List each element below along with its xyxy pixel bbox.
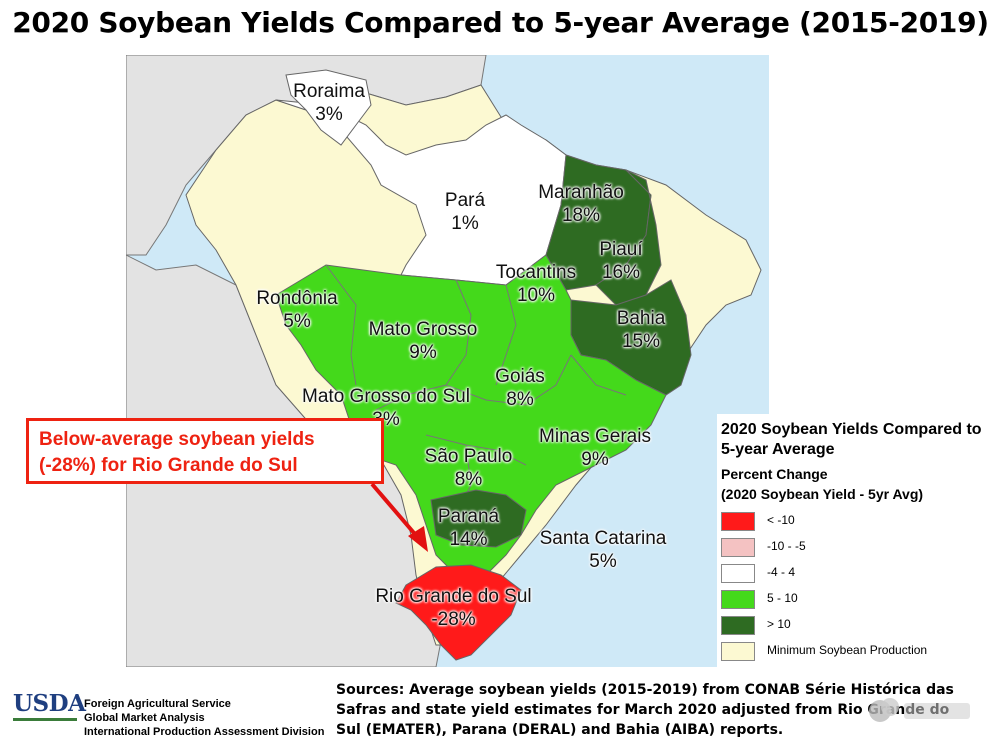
usda-logo: USDA <box>13 690 86 717</box>
legend-subtitle: Percent Change (2020 Soybean Yield - 5yr… <box>721 464 923 504</box>
legend-label: > 10 <box>767 617 791 631</box>
brazil-map <box>126 55 762 667</box>
legend-subtitle-line2: (2020 Soybean Yield - 5yr Avg) <box>721 486 924 502</box>
legend-swatch <box>721 642 755 661</box>
label-roraima: Roraima 3% <box>293 81 365 125</box>
callout-text: Below-average soybean yields (-28%) for … <box>39 429 315 476</box>
legend-label: -4 - 4 <box>767 565 796 579</box>
label-maranhao: Maranhão 18% <box>538 182 624 226</box>
agency-line: Global Market Analysis <box>84 712 205 724</box>
legend-label: -10 - -5 <box>767 539 806 553</box>
label-minas-gerais: Minas Gerais 9% <box>539 426 651 470</box>
state-rio-grande-do-sul <box>395 564 522 661</box>
legend-subtitle-line1: Percent Change <box>721 466 828 482</box>
state-parana <box>430 489 527 548</box>
legend-label: Minimum Soybean Production <box>767 643 928 657</box>
agency-line: Foreign Agricultural Service <box>84 698 231 710</box>
callout-box: Below-average soybean yields (-28%) for … <box>26 418 384 484</box>
label-para: Pará 1% <box>444 190 486 234</box>
map-title: 2020 Soybean Yields Compared to 5-year A… <box>12 6 989 39</box>
legend-swatch <box>721 616 755 635</box>
label-sao-paulo: São Paulo 8% <box>424 446 513 490</box>
sources-text: Sources: Average soybean yields (2015-20… <box>336 682 954 738</box>
legend-title: 2020 Soybean Yields Compared to 5-year A… <box>721 421 982 458</box>
state-roraima <box>285 69 372 146</box>
legend-swatch <box>721 564 755 583</box>
label-parana: Paraná 14% <box>437 506 500 550</box>
legend-label: < -10 <box>767 513 795 527</box>
label-rio-grande-do-sul: Rio Grande do Sul -28% <box>375 586 532 630</box>
label-goias: Goiás 8% <box>495 366 545 410</box>
label-rondonia: Rondônia 5% <box>256 288 338 332</box>
legend-swatch <box>721 538 755 557</box>
label-bahia: Bahia 15% <box>616 308 666 352</box>
label-mato-grosso: Mato Grosso 9% <box>368 319 478 363</box>
legend-swatch <box>721 512 755 531</box>
agency-lines: Foreign Agricultural Service Global Mark… <box>84 697 324 739</box>
label-santa-catarina: Santa Catarina 5% <box>539 528 667 572</box>
watermark-logo <box>869 698 970 722</box>
legend: 2020 Soybean Yields Compared to 5-year A… <box>717 414 997 668</box>
label-piaui: Piauí 16% <box>599 239 643 283</box>
legend-label: 5 - 10 <box>767 591 798 605</box>
map-panel: Roraima 3% Pará 1% Maranhão 18% Piauí 16% To… <box>126 55 769 667</box>
legend-swatch <box>721 590 755 609</box>
label-tocantins: Tocantins 10% <box>495 262 577 306</box>
agency-line: International Production Assessment Divi… <box>84 726 325 738</box>
usda-logo-underline <box>13 718 77 721</box>
